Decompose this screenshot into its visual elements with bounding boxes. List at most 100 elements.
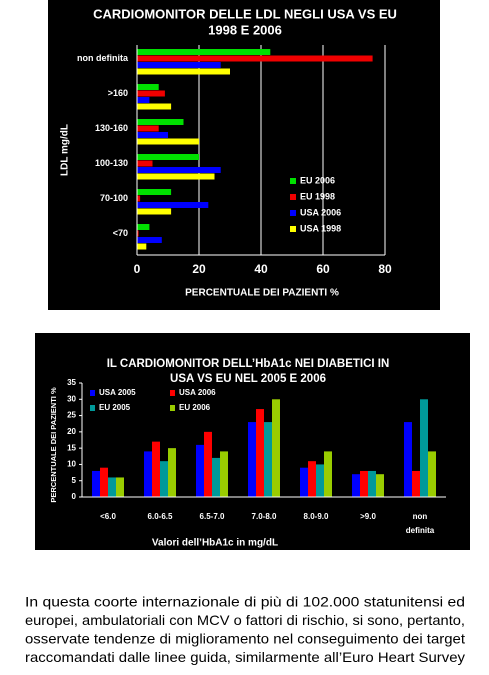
bar — [137, 160, 153, 167]
bar — [100, 467, 108, 497]
bar — [412, 470, 420, 497]
bar — [137, 90, 165, 97]
legend-label: USA 2006 — [300, 207, 341, 217]
bar — [137, 154, 199, 160]
x-tick-label: 6.5-7.0 — [200, 512, 225, 521]
bar — [137, 62, 221, 68]
legend-swatch — [290, 178, 296, 184]
y-axis-label: PERCENTUALE DEI PAZIENTI % — [49, 387, 58, 503]
bar — [137, 167, 221, 173]
bar — [137, 55, 373, 62]
chart-title: 1998 E 2006 — [208, 22, 282, 37]
bar — [137, 84, 159, 90]
bar — [212, 457, 220, 497]
y-tick-label: 30 — [67, 394, 76, 403]
bar — [256, 409, 264, 497]
x-tick-label: 6.0-6.5 — [148, 512, 173, 521]
legend-swatch — [170, 390, 175, 396]
y-tick-label: 25 — [67, 411, 76, 420]
x-tick-label: 40 — [254, 262, 268, 276]
y-tick-label: 100-130 — [95, 158, 128, 168]
y-tick-label: 5 — [72, 476, 77, 485]
bar — [144, 451, 152, 497]
y-tick-label: 35 — [67, 378, 76, 387]
bar — [137, 49, 271, 55]
legend-swatch — [90, 390, 95, 396]
bar — [220, 451, 228, 497]
legend-label: USA 1998 — [300, 223, 341, 233]
y-tick-label: 70-100 — [100, 193, 128, 203]
x-tick-label: 0 — [134, 262, 141, 276]
bar — [160, 461, 168, 497]
bar — [376, 474, 384, 497]
bar — [137, 208, 172, 215]
legend-label: EU 2006 — [300, 175, 335, 185]
legend-swatch — [290, 194, 296, 200]
y-tick-label: 10 — [67, 460, 76, 469]
bar — [324, 451, 332, 497]
bar — [404, 422, 412, 497]
y-tick-label: 20 — [67, 427, 76, 436]
legend-label: USA 2005 — [99, 388, 136, 397]
bar — [137, 195, 141, 202]
legend-swatch — [290, 210, 296, 216]
y-axis-label: LDL mg/dL — [60, 124, 71, 176]
bar — [204, 431, 212, 497]
bar — [352, 474, 360, 497]
bar — [137, 237, 162, 243]
x-axis-label: Valori dell’HbA1c in mg/dL — [152, 538, 278, 549]
bar — [248, 422, 256, 497]
legend-label: USA 2006 — [179, 388, 216, 397]
bar — [300, 467, 308, 497]
y-tick-label: 0 — [72, 492, 77, 501]
x-tick-label: 20 — [192, 262, 206, 276]
bar — [137, 243, 147, 250]
x-axis-label: PERCENTUALE DEI PAZIENTI % — [185, 288, 339, 299]
caption-line: raccomandati dalle linee guida, similarm… — [25, 649, 465, 665]
bar — [137, 97, 150, 103]
caption-line: europei, ambulatoriali con MCV o fattori… — [25, 612, 465, 628]
bar — [137, 132, 168, 138]
bar — [108, 477, 116, 497]
bar — [137, 202, 209, 208]
bar — [137, 173, 215, 180]
x-tick-label: <6.0 — [100, 512, 116, 521]
bar — [137, 224, 150, 230]
legend-swatch — [90, 405, 95, 411]
bar — [137, 189, 172, 195]
bar — [137, 68, 230, 75]
x-tick-label: 8.0-9.0 — [304, 512, 329, 521]
y-tick-label: >160 — [108, 88, 128, 98]
legend-swatch — [170, 405, 175, 411]
y-tick-label: <70 — [113, 228, 128, 238]
bar — [360, 470, 368, 497]
y-tick-label: non definita — [77, 53, 129, 63]
bar — [264, 422, 272, 497]
bar — [428, 451, 436, 497]
legend-label: EU 1998 — [300, 191, 335, 201]
bar — [168, 448, 176, 497]
bar — [92, 470, 100, 497]
bar — [152, 441, 160, 497]
bar — [368, 470, 376, 497]
bar — [116, 477, 124, 497]
x-tick-label: >9.0 — [360, 512, 376, 521]
caption-line: osservate tendenze di miglioramento nel … — [25, 631, 465, 647]
bar — [137, 103, 172, 110]
bar — [272, 399, 280, 497]
bar — [137, 119, 184, 125]
legend-swatch — [290, 226, 296, 232]
x-tick-label: non definita — [406, 512, 435, 535]
x-tick-label: 60 — [316, 262, 330, 276]
legend-label: EU 2005 — [99, 403, 131, 412]
bar — [420, 399, 428, 497]
chart-title: IL CARDIOMONITOR DELL’HbA1c NEI DIABETIC… — [107, 358, 390, 370]
bar — [137, 125, 159, 132]
y-tick-label: 15 — [67, 443, 76, 452]
chart-title: USA VS EU NEL 2005 E 2006 — [170, 373, 326, 385]
bar — [196, 444, 204, 497]
bar — [137, 138, 199, 145]
bar — [137, 230, 139, 237]
x-tick-label: 80 — [378, 262, 392, 276]
